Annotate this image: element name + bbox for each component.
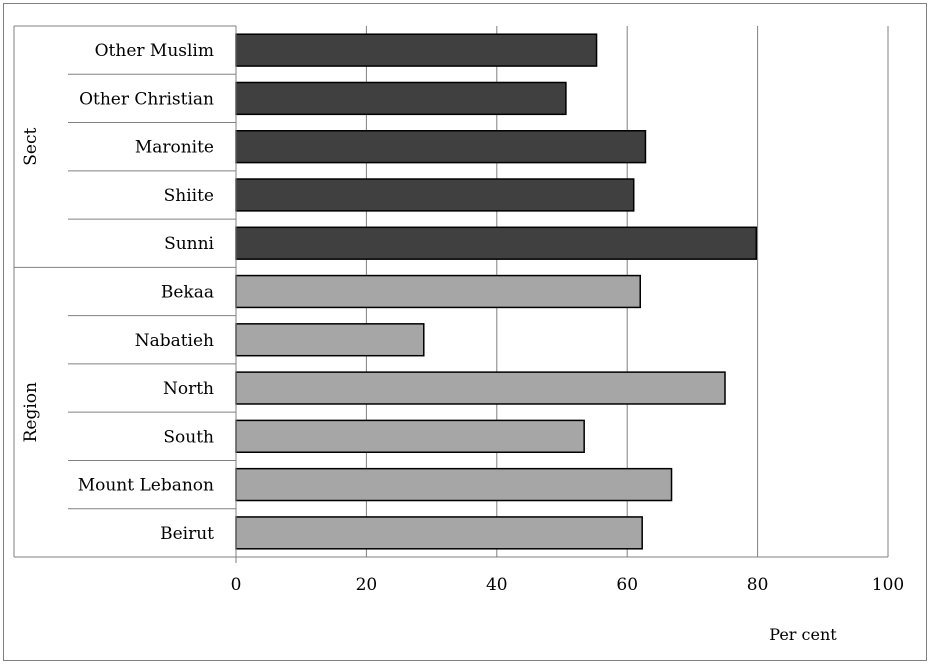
category-label: Nabatieh <box>135 331 214 351</box>
category-label: Beirut <box>160 524 214 544</box>
category-label: South <box>163 427 214 447</box>
bar-mount-lebanon <box>235 467 673 502</box>
bar-sunni <box>235 226 758 260</box>
group-label-region: Region <box>21 382 41 442</box>
x-tick-label: 20 <box>356 575 378 595</box>
x-tick-label: 0 <box>231 575 242 595</box>
category-label: Other Muslim <box>95 41 214 61</box>
bar-other-muslim <box>235 33 598 67</box>
category-label: Other Christian <box>79 89 214 109</box>
bar-bekaa <box>235 274 641 309</box>
x-tick-label: 80 <box>747 575 769 595</box>
category-label: Mount Lebanon <box>78 476 214 496</box>
category-label: Sunni <box>164 234 214 254</box>
category-label: North <box>163 379 214 399</box>
bar-beirut <box>235 516 643 550</box>
x-axis-title: Per cent <box>769 625 837 644</box>
value-axis: 0 20 40 60 80 100 <box>231 575 905 595</box>
category-label: Bekaa <box>161 283 214 303</box>
x-tick-label: 60 <box>616 575 638 595</box>
bar-shiite <box>235 178 635 212</box>
x-tick-label: 100 <box>872 575 904 595</box>
bar-south <box>235 419 585 453</box>
x-tick-label: 40 <box>486 575 508 595</box>
bar-other-christian <box>235 81 567 116</box>
bar-nabatieh <box>235 323 425 357</box>
bar-maronite <box>235 130 647 164</box>
category-label: Shiite <box>164 186 214 206</box>
category-label: Maronite <box>135 138 214 158</box>
bar-north <box>235 371 726 405</box>
bars <box>235 33 758 550</box>
category-axis: Other Muslim Other Christian Maronite Shiit… <box>13 25 888 563</box>
group-label-sect: Sect <box>21 127 41 165</box>
